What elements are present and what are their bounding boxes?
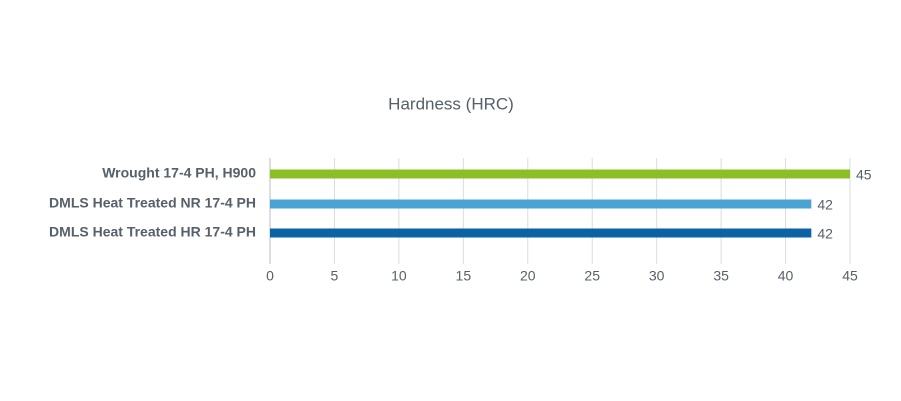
value-label: 45 (856, 167, 872, 183)
bar (270, 169, 850, 179)
value-label: 42 (817, 197, 833, 213)
x-tick-label: 5 (331, 268, 339, 284)
bar (270, 199, 812, 209)
chart-title: Hardness (HRC) (388, 94, 514, 113)
y-tick-label: DMLS Heat Treated HR 17-4 PH (49, 224, 256, 240)
x-tick-label: 0 (266, 268, 274, 284)
y-tick-label: Wrought 17-4 PH, H900 (102, 165, 256, 181)
x-tick-label: 30 (649, 268, 665, 284)
x-tick-label: 45 (842, 268, 858, 284)
x-tick-label: 20 (520, 268, 536, 284)
y-tick-label: DMLS Heat Treated NR 17-4 PH (49, 195, 256, 211)
x-tick-label: 35 (713, 268, 729, 284)
x-tick-label: 15 (456, 268, 472, 284)
x-tick-label: 10 (391, 268, 407, 284)
x-tick-label: 25 (584, 268, 600, 284)
x-tick-label: 40 (778, 268, 794, 284)
bar (270, 228, 812, 238)
value-label: 42 (817, 226, 833, 242)
